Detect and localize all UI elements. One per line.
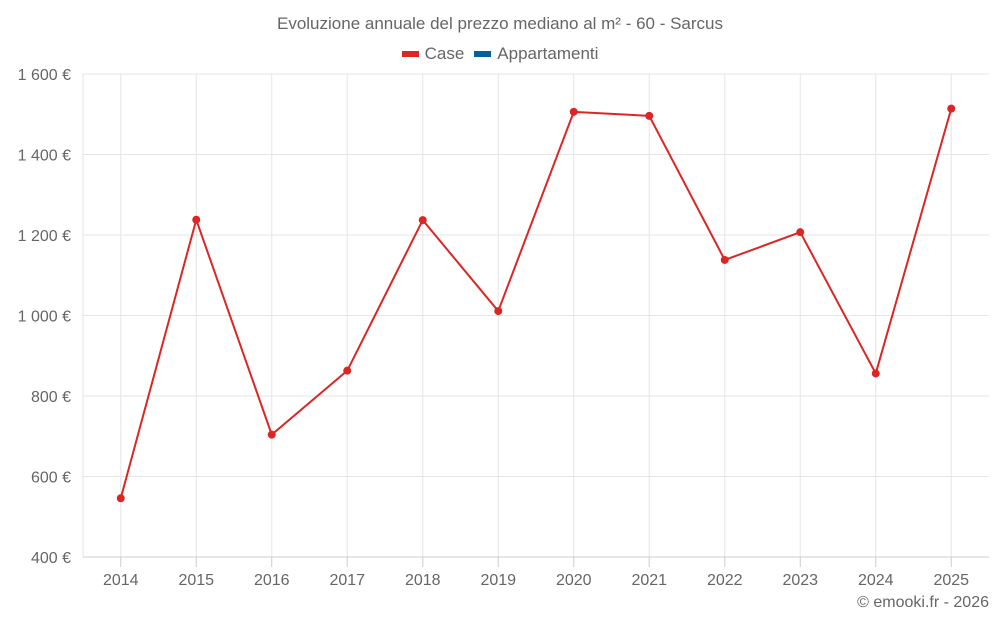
grid-lines xyxy=(82,73,989,557)
chart-legend: Case Appartamenti xyxy=(0,44,1000,64)
x-tick-label: 2024 xyxy=(858,572,894,589)
x-tick-label: 2018 xyxy=(405,572,441,589)
y-tick-label: 1 400 € xyxy=(18,148,71,165)
legend-item-case[interactable]: Case xyxy=(401,44,465,64)
y-tick-label: 400 € xyxy=(31,550,71,567)
data-point[interactable] xyxy=(192,215,201,224)
x-tick-label: 2023 xyxy=(782,572,818,589)
legend-item-appartamenti[interactable]: Appartamenti xyxy=(474,44,598,64)
data-point[interactable] xyxy=(796,228,805,237)
data-point[interactable] xyxy=(720,255,729,264)
x-tick-label: 2025 xyxy=(933,572,969,589)
x-tick-label: 2015 xyxy=(178,572,214,589)
data-point[interactable] xyxy=(947,104,956,113)
x-tick-label: 2021 xyxy=(631,572,667,589)
legend-label-appartamenti: Appartamenti xyxy=(497,44,599,63)
x-tick-label: 2014 xyxy=(103,572,139,589)
data-point[interactable] xyxy=(343,366,352,375)
data-point[interactable] xyxy=(569,107,578,116)
x-tick-label: 2020 xyxy=(556,572,592,589)
x-axis: 2014 2015 2016 2017 2018 2019 2020 2021 2022 2023… xyxy=(83,556,989,589)
x-tick-label: 2016 xyxy=(254,572,290,589)
data-point[interactable] xyxy=(267,430,276,439)
y-tick-label: 1 000 € xyxy=(18,309,71,326)
y-tick-label: 1 600 € xyxy=(18,67,71,84)
legend-swatch-case xyxy=(401,51,419,57)
legend-swatch-appartamenti xyxy=(474,51,492,57)
credit-text: © emooki.fr - 2026 xyxy=(857,594,989,611)
data-point[interactable] xyxy=(494,307,503,316)
x-tick-label: 2019 xyxy=(480,572,516,589)
x-tick-label: 2022 xyxy=(707,572,743,589)
data-point[interactable] xyxy=(871,369,880,378)
y-axis: 400 € 600 € 800 € 1 000 € 1 200 € 1 400 € 1 60… xyxy=(18,67,71,567)
data-point[interactable] xyxy=(418,216,427,225)
y-tick-label: 1 200 € xyxy=(18,228,71,245)
data-point[interactable] xyxy=(645,111,654,120)
y-tick-label: 600 € xyxy=(31,470,71,487)
legend-label-case: Case xyxy=(424,44,465,63)
chart-title: Evoluzione annuale del prezzo mediano al… xyxy=(276,14,724,33)
y-tick-label: 800 € xyxy=(31,389,71,406)
data-point[interactable] xyxy=(116,494,125,503)
x-tick-label: 2017 xyxy=(329,572,365,589)
series-case xyxy=(116,104,956,503)
